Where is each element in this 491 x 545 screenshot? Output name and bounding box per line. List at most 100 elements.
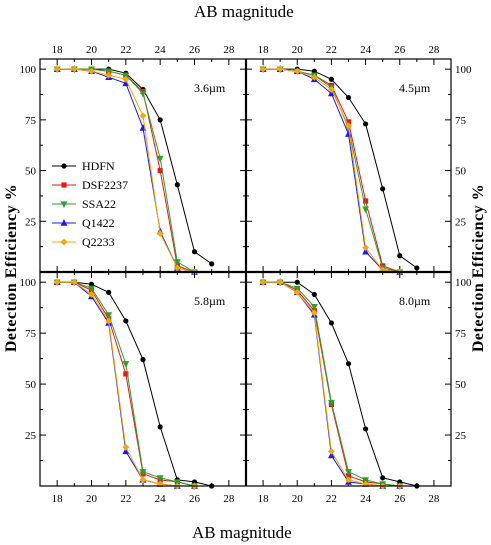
legend-marker: [60, 238, 68, 246]
data-point-q2233: [139, 112, 147, 120]
series-line-q2233: [263, 68, 400, 273]
data-point-ssa22: [105, 312, 113, 319]
data-point-q2233: [328, 447, 335, 455]
chart-panel-4: 18 20 22 24 26 28 25 50 75 100 8.0µm: [245, 271, 472, 505]
data-point-q2233: [105, 71, 113, 79]
data-point-ssa22: [345, 469, 352, 476]
x-tick-label: 22: [326, 493, 337, 505]
legend-item-dsf2237: DSF2237: [52, 178, 128, 192]
panel-label: 8.0µm: [399, 294, 431, 308]
data-point-ssa22: [156, 475, 164, 482]
data-point-hdfn: [362, 121, 369, 127]
data-point-q2233: [122, 75, 130, 83]
data-point-hdfn: [123, 318, 129, 324]
series-line-ssa22: [263, 68, 400, 273]
data-point-q2233: [70, 278, 78, 286]
series-line-q2233: [57, 281, 195, 487]
x-tick-label: 26: [394, 493, 406, 505]
data-point-q2233: [362, 244, 369, 252]
data-point-hdfn: [140, 357, 146, 363]
data-point-hdfn: [345, 94, 352, 101]
data-point-q1422: [122, 79, 130, 87]
data-point-q2233: [259, 65, 267, 73]
data-point-q2233: [276, 278, 284, 286]
series-line-hdfn: [263, 281, 417, 487]
x-tick-label: 18: [258, 493, 270, 505]
data-point-dsf2237: [123, 371, 129, 377]
data-point-q2233: [259, 278, 267, 286]
panel-label: 3.6µm: [194, 81, 226, 95]
x-tick-label: 18: [52, 44, 64, 56]
data-point-q2233: [345, 476, 352, 484]
data-point-hdfn: [328, 320, 335, 326]
data-point-q1422: [328, 89, 335, 97]
data-point-q2233: [88, 291, 95, 298]
series-line-dsf2237: [57, 281, 195, 487]
legend-marker: [60, 219, 68, 226]
x-tick-label: 28: [223, 493, 235, 505]
y-tick-label: 25: [455, 216, 467, 228]
data-point-q2233: [70, 65, 78, 73]
data-point-hdfn: [380, 475, 386, 481]
data-point-hdfn: [191, 479, 198, 485]
data-point-q2233: [310, 73, 318, 81]
data-point-hdfn: [174, 182, 180, 188]
series-line-q1422: [57, 281, 195, 487]
x-tick-label: 28: [428, 493, 440, 505]
data-point-ssa22: [328, 399, 335, 407]
data-point-hdfn: [311, 68, 317, 74]
y-tick-label: 50: [455, 166, 467, 178]
data-point-q1422: [122, 447, 130, 455]
data-point-ssa22: [310, 304, 318, 311]
chart-panel-2: 18 20 22 24 26 28 25 50 75 100 4.5µm: [245, 44, 472, 276]
legend-item-q1422: Q1422: [52, 216, 115, 230]
data-point-hdfn: [209, 261, 215, 267]
legend-marker: [61, 182, 67, 188]
y-tick-label: 75: [25, 328, 37, 340]
y-tick-label: 25: [25, 430, 37, 442]
data-point-hdfn: [191, 249, 198, 255]
series-line-q1422: [263, 68, 400, 273]
x-tick-label: 24: [155, 493, 167, 505]
data-point-q2233: [293, 288, 301, 296]
data-point-ssa22: [362, 206, 369, 214]
data-point-q2233: [139, 476, 147, 484]
data-point-q2233: [105, 317, 113, 325]
data-point-ssa22: [139, 469, 147, 476]
data-point-hdfn: [328, 76, 335, 82]
legend-label: DSF2237: [82, 178, 128, 192]
data-point-q2233: [53, 278, 61, 286]
y-tick-label: 100: [455, 64, 472, 76]
x-tick-label: 28: [223, 44, 235, 56]
data-point-hdfn: [362, 426, 369, 432]
y-tick-label: 50: [455, 379, 467, 391]
data-point-hdfn: [397, 253, 403, 259]
y-tick-label: 25: [25, 216, 37, 228]
data-point-q2233: [173, 264, 181, 272]
series-line-hdfn: [263, 68, 418, 269]
data-point-q2233: [276, 65, 284, 73]
data-point-q2233: [156, 230, 164, 237]
legend-item-hdfn: HDFN: [52, 159, 115, 173]
y-tick-label: 100: [20, 64, 37, 76]
y-tick-label: 100: [455, 277, 472, 289]
x-tick-label: 24: [360, 44, 372, 56]
data-point-dsf2237: [345, 119, 352, 125]
bottom-axis-title: AB magnitude: [192, 523, 292, 542]
data-point-hdfn: [157, 117, 163, 123]
data-point-q2233: [345, 122, 352, 130]
x-tick-label: 18: [52, 493, 64, 505]
x-tick-label: 22: [120, 493, 131, 505]
top-axis-title: AB magnitude: [194, 2, 294, 21]
data-point-q2233: [328, 86, 335, 93]
legend-label: HDFN: [82, 159, 115, 173]
data-point-q2233: [293, 67, 301, 75]
data-point-ssa22: [156, 155, 164, 163]
data-point-q2233: [53, 65, 61, 73]
x-tick-label: 22: [326, 44, 337, 56]
data-point-hdfn: [106, 289, 112, 295]
y-tick-label: 75: [25, 115, 37, 127]
x-tick-label: 20: [292, 493, 304, 505]
legend-item-ssa22: SSA22: [52, 197, 116, 211]
